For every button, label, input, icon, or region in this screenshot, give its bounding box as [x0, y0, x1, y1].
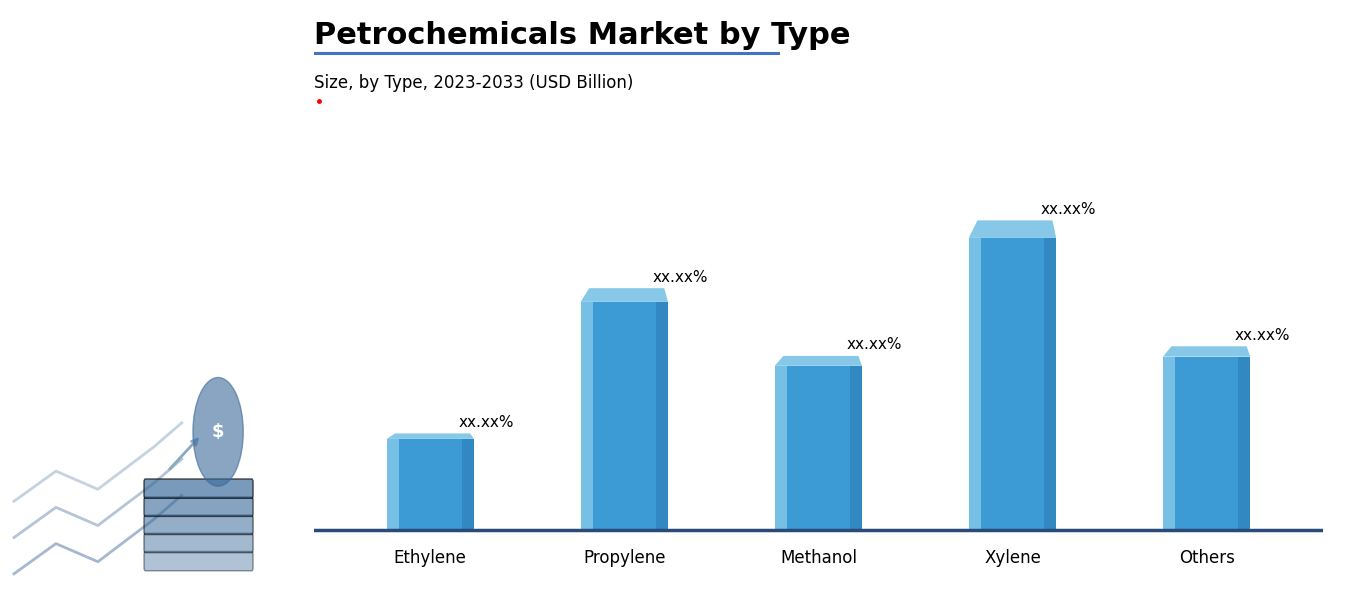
Bar: [775, 366, 787, 530]
Polygon shape: [775, 356, 862, 366]
Text: xx.xx%: xx.xx%: [1041, 202, 1095, 217]
Polygon shape: [386, 434, 473, 439]
Bar: [1043, 238, 1056, 530]
Text: xx.xx%: xx.xx%: [458, 415, 514, 430]
Bar: [461, 439, 473, 530]
Text: Petrochemicals Market by Type: Petrochemicals Market by Type: [314, 21, 850, 50]
Bar: [386, 439, 398, 530]
Text: Infinity: Infinity: [91, 63, 188, 88]
Text: xx.xx%: xx.xx%: [1234, 327, 1290, 342]
Polygon shape: [968, 220, 1056, 238]
Bar: [386, 439, 473, 530]
Bar: [656, 302, 668, 530]
Polygon shape: [1163, 346, 1251, 357]
Bar: [581, 302, 593, 530]
Text: $: $: [211, 423, 224, 441]
Bar: [775, 366, 862, 530]
Text: xx.xx%: xx.xx%: [652, 269, 708, 284]
Bar: [581, 302, 668, 530]
Text: Total Market Size: Total Market Size: [68, 214, 211, 229]
Text: MARKET RESEARCH: MARKET RESEARCH: [95, 103, 184, 112]
Text: 6.4%: 6.4%: [90, 306, 190, 340]
FancyBboxPatch shape: [145, 551, 254, 571]
Text: (2023 – 2033): (2023 – 2033): [83, 387, 196, 401]
Text: USD Billion in 2023: USD Billion in 2023: [61, 248, 218, 262]
Bar: [968, 238, 1056, 530]
Circle shape: [192, 378, 243, 486]
FancyBboxPatch shape: [145, 497, 254, 516]
Polygon shape: [581, 288, 668, 302]
Text: 613.0: 613.0: [78, 165, 202, 203]
Bar: [1163, 357, 1176, 530]
Text: CAGR: CAGR: [117, 354, 162, 368]
Bar: [1163, 357, 1251, 530]
Bar: [850, 366, 862, 530]
Text: Size, by Type, 2023-2033 (USD Billion): Size, by Type, 2023-2033 (USD Billion): [314, 74, 633, 92]
FancyBboxPatch shape: [145, 479, 254, 498]
FancyBboxPatch shape: [145, 515, 254, 535]
FancyBboxPatch shape: [145, 533, 254, 553]
Bar: [1239, 357, 1251, 530]
Bar: [968, 238, 981, 530]
Text: xx.xx%: xx.xx%: [846, 337, 902, 352]
